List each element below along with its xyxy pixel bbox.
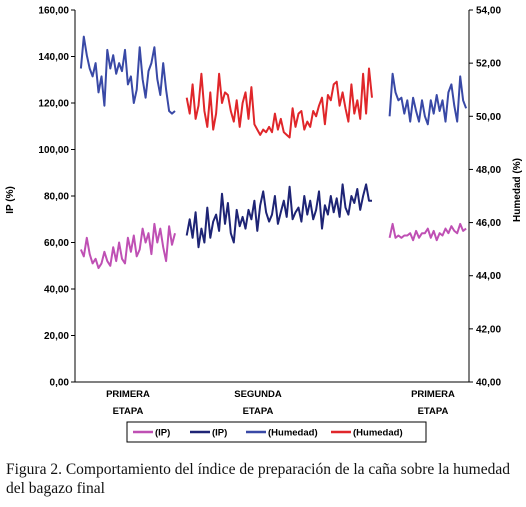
chart-axes: 0,00 20,00 40,00 60,00 80,00 100,00 120,00 140,… <box>38 6 501 389</box>
y-left-tick-label: 160,00 <box>38 6 69 17</box>
category-label: ETAPA <box>243 406 274 417</box>
y-left-tick-label: 60,00 <box>44 238 69 249</box>
series-line-1-segment-2 <box>388 222 467 242</box>
plot-lines <box>79 35 468 270</box>
category-label: ETAPA <box>418 406 449 417</box>
y-left-tick-label: 80,00 <box>44 192 69 203</box>
series-line-1-segment-1 <box>79 222 176 270</box>
y-axis-right-label: Humedad (%) <box>512 158 523 222</box>
series-line-4-segment-1 <box>185 67 373 139</box>
category-label: SEGUNDA <box>234 389 282 400</box>
legend: (IP) (IP) (Humedad) (Humedad) <box>126 421 427 443</box>
chart: 0,00 20,00 40,00 60,00 80,00 100,00 120,00 140,… <box>5 6 523 443</box>
legend-label: (Humedad) <box>353 428 403 439</box>
legend-label: (IP) <box>212 428 227 439</box>
category-labels: PRIMERA ETAPA SEGUNDA ETAPA PRIMERA ETAPA <box>106 389 455 417</box>
category-label: ETAPA <box>113 406 144 417</box>
legend-label: (IP) <box>155 428 170 439</box>
y-left-tick-label: 100,00 <box>38 145 69 156</box>
y-right-tick-label: 50,00 <box>476 112 501 123</box>
y-right-tick-label: 42,00 <box>476 324 501 335</box>
y-right-tick-label: 52,00 <box>476 59 501 70</box>
legend-label: (Humedad) <box>268 428 318 439</box>
y-left-tick-label: 120,00 <box>38 99 69 110</box>
y-right-tick-label: 44,00 <box>476 271 501 282</box>
y-axis-left-label: IP (%) <box>5 186 16 214</box>
y-left-tick-label: 40,00 <box>44 285 69 296</box>
y-right-tick-label: 54,00 <box>476 6 501 17</box>
y-left-tick-label: 140,00 <box>38 52 69 63</box>
category-label: PRIMERA <box>106 389 150 400</box>
y-right-tick-label: 48,00 <box>476 165 501 176</box>
y-right-tick-label: 46,00 <box>476 218 501 229</box>
figure-caption: Figura 2. Comportamiento del índice de p… <box>6 461 510 497</box>
category-label: PRIMERA <box>411 389 455 400</box>
y-right-tick-label: 40,00 <box>476 378 501 389</box>
y-left-tick-label: 0,00 <box>50 378 70 389</box>
series-line-3-segment-1 <box>79 35 176 115</box>
series-line-3-segment-2 <box>388 72 468 126</box>
series-line-2-segment-1 <box>185 183 372 249</box>
y-left-tick-label: 20,00 <box>44 331 69 342</box>
legend-box <box>126 421 427 443</box>
